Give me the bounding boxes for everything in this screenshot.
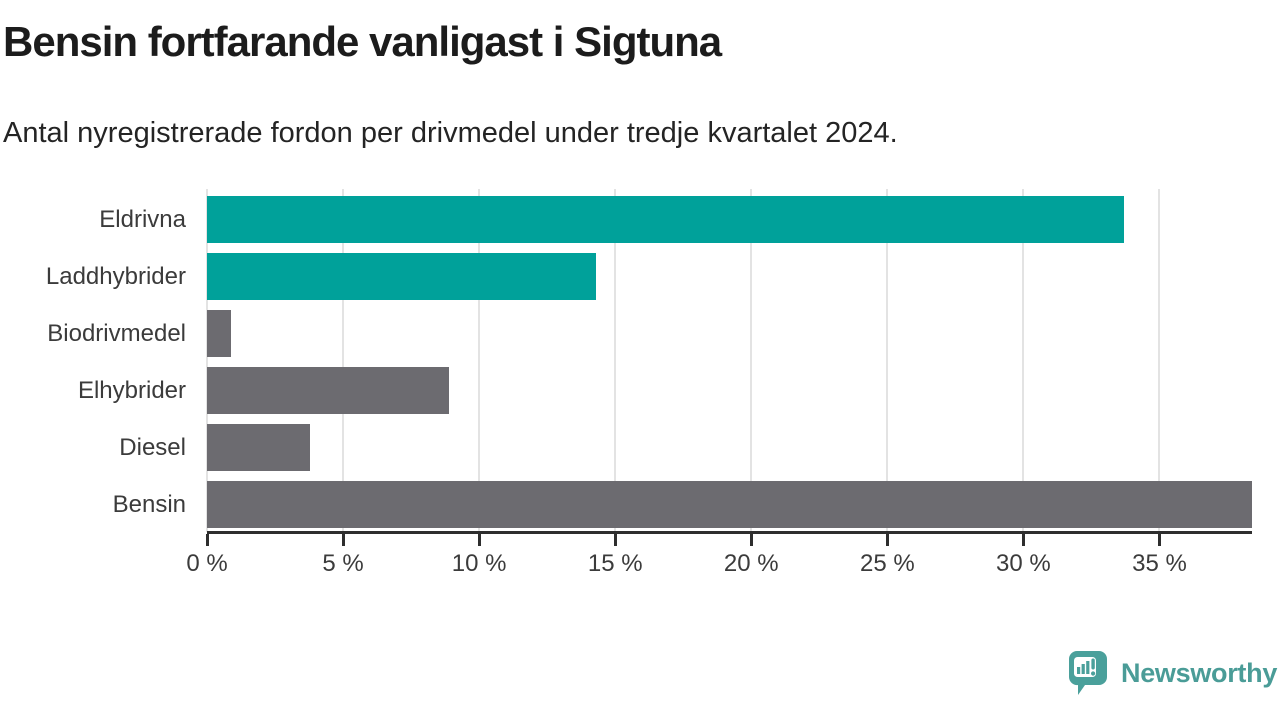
- bar: [207, 196, 1125, 243]
- newsworthy-logo-icon: [1068, 651, 1107, 695]
- gridline: [206, 189, 208, 532]
- logo-exclamation-dot: [1091, 671, 1096, 676]
- x-axis-tick-label: 20 %: [723, 550, 779, 577]
- x-axis-tick-label: 35 %: [1132, 550, 1187, 577]
- x-axis-tick: [613, 534, 617, 546]
- bar: [207, 481, 1252, 528]
- brand-footer: Newsworthy: [1068, 650, 1277, 696]
- gridline: [342, 189, 345, 532]
- gridline: [1022, 189, 1025, 532]
- chart-subtitle: Antal nyregistrerade fordon per drivmede…: [3, 117, 898, 149]
- bar: [207, 253, 597, 300]
- gridline: [886, 189, 889, 532]
- category-label: Eldrivna: [99, 205, 186, 233]
- x-axis-tick: [749, 534, 753, 546]
- x-axis-tick-label: 15 %: [587, 550, 643, 577]
- logo-bar-2: [1081, 664, 1085, 674]
- x-axis-tick: [477, 534, 481, 546]
- gridline: [614, 189, 617, 532]
- x-axis-tick: [1021, 534, 1025, 546]
- page-title: Bensin fortfarande vanligast i Sigtuna: [3, 18, 722, 65]
- plot-area: 0 % 5 % 10 % 15 % 20 % 25 % 30 % 35 %: [186, 189, 1252, 577]
- category-label: Laddhybrider: [45, 262, 186, 290]
- gridline: [1158, 189, 1161, 532]
- bar: [207, 367, 450, 414]
- category-label: Diesel: [119, 433, 186, 461]
- x-axis-tick-label: 25 %: [859, 550, 915, 577]
- x-axis-tick-label: 5 %: [322, 550, 364, 577]
- x-axis-tick-label: 0 %: [186, 550, 228, 577]
- logo-bar-3: [1086, 661, 1090, 674]
- brand-name: Newsworthy: [1121, 658, 1278, 688]
- logo-bar-1: [1077, 667, 1081, 674]
- category-label: Biodrivmedel: [47, 319, 186, 347]
- category-label-column: Eldrivna Laddhybrider Biodrivmedel Elhybrid…: [0, 189, 186, 532]
- bar: [207, 424, 311, 471]
- x-axis-tick: [341, 534, 345, 546]
- x-axis-tick: [1157, 534, 1161, 546]
- x-axis-tick-label: 30 %: [996, 550, 1051, 577]
- x-axis-tick-label: 10 %: [451, 550, 507, 577]
- category-label: Elhybrider: [77, 376, 186, 404]
- gridline: [478, 189, 481, 532]
- gridline: [750, 189, 753, 532]
- x-axis-tick: [205, 534, 209, 546]
- bar: [207, 310, 232, 357]
- logo-exclamation-stem: [1091, 658, 1095, 670]
- x-axis-line: [207, 531, 1252, 534]
- x-axis-tick: [885, 534, 889, 546]
- category-label: Bensin: [112, 490, 186, 518]
